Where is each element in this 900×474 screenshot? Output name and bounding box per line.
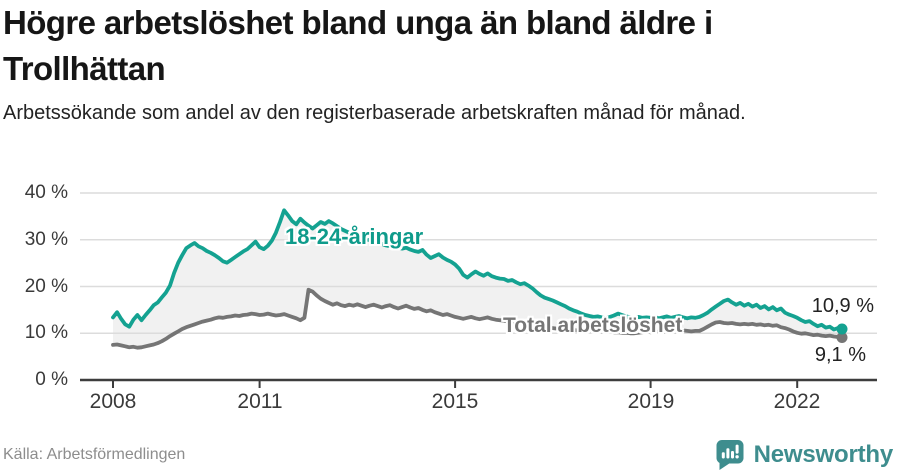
x-axis-tick-label: 2008 (89, 390, 137, 413)
y-axis-tick-label: 10 % (24, 322, 68, 343)
x-axis-tick-label: 2011 (237, 390, 283, 413)
newsworthy-wordmark: Newsworthy (753, 441, 894, 468)
page-title: Högre arbetslöshet bland unga än bland ä… (3, 4, 713, 87)
source-attribution: Källa: Arbetsförmedlingen (3, 446, 186, 463)
end-dot-total (836, 332, 848, 343)
x-axis-tick-label: 2019 (627, 390, 675, 413)
series-label-young: 18-24-åringar (285, 224, 424, 249)
x-axis-tick-label: 2022 (773, 390, 821, 413)
young-unemployment-line (111, 208, 844, 332)
newsworthy-icon (716, 440, 744, 470)
end-value-label-young: 10,9 % (811, 295, 874, 317)
y-axis-tick-label: 30 % (24, 229, 68, 250)
y-axis-tick-label: 20 % (24, 276, 68, 297)
end-value-label-total: 9,1 % (814, 344, 866, 366)
total-unemployment-line (111, 287, 844, 350)
between-series-band (113, 210, 842, 348)
end-dot-young (836, 323, 848, 335)
x-axis-tick-label: 2015 (431, 390, 479, 413)
series-label-total: Total arbetslöshet (503, 314, 683, 337)
y-axis-tick-label: 0 % (35, 369, 68, 390)
y-axis-tick-label: 40 % (24, 182, 68, 203)
chart-subtitle: Arbetssökande som andel av den registerb… (3, 102, 746, 124)
newsworthy-logo[interactable]: Newsworthy (715, 439, 893, 471)
